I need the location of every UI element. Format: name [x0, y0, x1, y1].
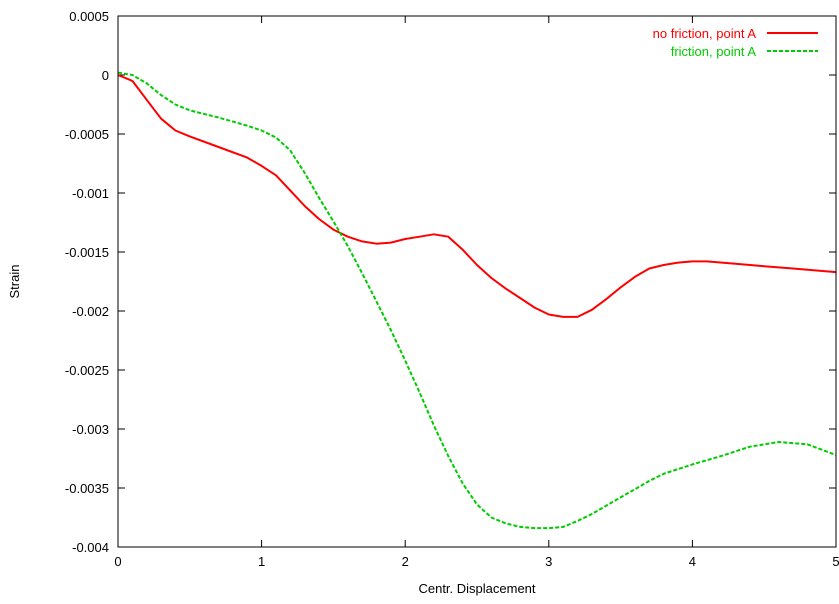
x-axis-title: Centr. Displacement	[418, 581, 535, 596]
legend-label-2: friction, point A	[671, 44, 757, 59]
y-tick-label: -0.001	[72, 186, 109, 201]
x-tick-label: 4	[689, 554, 696, 569]
series-layer	[117, 71, 837, 530]
y-axis-ticks: 0.0005 0 -0.0005 -0.001 -0.0015 -0.002 -0.0025…	[65, 9, 836, 555]
y-axis-title: Strain	[7, 265, 22, 299]
y-tick-label: 0	[102, 68, 109, 83]
y-tick-label: -0.002	[72, 304, 109, 319]
plot-frame	[117, 15, 837, 548]
y-tick-label: 0.0005	[69, 9, 109, 24]
x-tick-label: 0	[114, 554, 121, 569]
series-line-1	[117, 74, 837, 318]
x-axis-ticks: 0 1 2 3 4 5	[114, 16, 839, 569]
x-tick-label: 2	[402, 554, 409, 569]
y-tick-label: -0.0035	[65, 481, 109, 496]
y-tick-label: -0.0025	[65, 363, 109, 378]
x-tick-label: 3	[545, 554, 552, 569]
x-tick-label: 1	[258, 554, 265, 569]
y-tick-label: -0.003	[72, 422, 109, 437]
legend: no friction, point A friction, point A	[653, 26, 818, 59]
y-tick-label: -0.004	[72, 540, 109, 555]
legend-label-1: no friction, point A	[653, 26, 757, 41]
x-tick-label: 5	[832, 554, 839, 569]
y-tick-label: -0.0015	[65, 245, 109, 260]
y-tick-label: -0.0005	[65, 127, 109, 142]
series-line-2	[117, 71, 837, 530]
